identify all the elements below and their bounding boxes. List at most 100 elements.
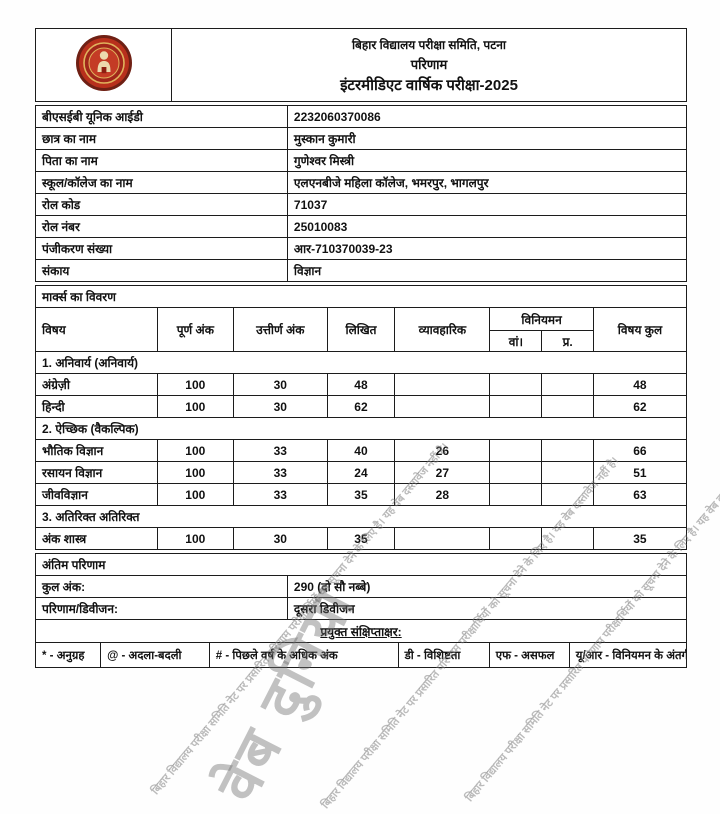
legend-distinction: डी - विशिष्टता [397,642,490,668]
regulation-written [489,373,543,396]
col-regulation-written: वां। [489,330,543,352]
total-marks-row: कुल अंक: 290 (दो सौ नब्बे) [35,575,688,598]
marks-title-bar: मार्क्स का विवरण [35,285,687,308]
marksheet-document: बिहार विद्यालय परीक्षा समिति, पटना परिणा… [34,28,688,668]
info-row-roll-code: रोल कोड 71037 [35,193,688,216]
logo-cell [36,29,172,101]
info-label: रोल नंबर [35,215,288,238]
header-block: बिहार विद्यालय परीक्षा समिति, पटना परिणा… [35,28,687,102]
regulation-practical [541,461,594,484]
group-row-optional: 2. ऐच्छिक (वैकल्पिक) [35,417,687,440]
info-value: एलएनबीजे महिला कॉलेज, भमरपुर, भागलपुर [286,171,688,194]
result-word: परिणाम [410,56,448,72]
full-marks: 100 [156,527,234,550]
info-value: 2232060370086 [286,105,688,128]
info-label: संकाय [35,259,288,282]
info-value: आर-710370039-23 [286,237,688,260]
marks-header-row-1: विषय पूर्ण अंक उत्तीर्ण अंक लिखित व्यावह… [35,307,688,352]
written-marks: 35 [326,527,396,550]
group-title: 3. अतिरिक्त अतिरिक्त [35,505,687,528]
col-subject-total: विषय कुल [592,307,688,352]
subject-name: अंग्रेज़ी [35,373,158,396]
info-row-unique-id: बीएसईबी यूनिक आईडी 2232060370086 [35,105,688,128]
pass-marks: 33 [232,439,328,462]
practical-marks [394,395,491,418]
info-value: 25010083 [286,215,688,238]
subject-name: भौतिक विज्ञान [35,439,158,462]
marks-row-hindi: हिन्दी 100 30 62 62 [35,395,688,418]
group-title: 1. अनिवार्य (अनिवार्य) [35,351,687,374]
subject-total: 62 [592,395,688,418]
legend-row: * - अनुग्रह @ - अदला-बदली # - पिछले वर्ष… [34,642,688,668]
written-marks: 62 [326,395,396,418]
written-marks: 35 [326,483,396,506]
pass-marks: 30 [232,527,328,550]
info-label: पंजीकरण संख्या [35,237,288,260]
marks-row-physics: भौतिक विज्ञान 100 33 40 26 66 [35,439,688,462]
final-result-header-row: अंतिम परिणाम [35,553,687,576]
student-info-table: बीएसईबी यूनिक आईडी 2232060370086 छात्र क… [35,105,688,282]
full-marks: 100 [156,483,234,506]
final-result-title: अंतिम परिणाम [35,553,687,576]
legend-table: * - अनुग्रह @ - अदला-बदली # - पिछले वर्ष… [34,642,688,668]
info-value: गुणेश्वर मिस्त्री [286,149,688,172]
pass-marks: 30 [232,373,328,396]
practical-marks [394,527,491,550]
full-marks: 100 [156,373,234,396]
division-row: परिणाम/डिवीजन: दूसरा डिवीजन [35,597,688,620]
marks-table: विषय पूर्ण अंक उत्तीर्ण अंक लिखित व्यावह… [35,307,688,550]
pass-marks: 30 [232,395,328,418]
info-row-college-name: स्कूल/कॉलेज का नाम एलएनबीजे महिला कॉलेज,… [35,171,688,194]
group-row-additional: 3. अतिरिक्त अतिरिक्त [35,505,687,528]
abbr-title-bar: प्रयुक्त संक्षिप्ताक्षर: [35,619,687,643]
marks-row-biology: जीवविज्ञान 100 33 35 28 63 [35,483,688,506]
col-practical: व्यावहारिक [394,307,491,352]
exam-title: इंटरमीडिएट वार्षिक परीक्षा-2025 [340,76,518,94]
board-name: बिहार विद्यालय परीक्षा समिति, पटना [351,37,507,52]
info-label: छात्र का नाम [35,127,288,150]
pass-marks: 33 [232,461,328,484]
info-row-faculty: संकाय विज्ञान [35,259,688,282]
subject-name: हिन्दी [35,395,158,418]
practical-marks: 26 [394,439,491,462]
col-regulation-practical: प्र. [541,330,594,352]
division-label: परिणाम/डिवीजन: [35,597,288,620]
full-marks: 100 [156,395,234,418]
division-value: दूसरा डिवीजन [286,597,688,620]
subject-total: 66 [592,439,688,462]
full-marks: 100 [156,461,234,484]
total-marks-value: 290 (दो सौ नब्बे) [286,575,688,598]
pass-marks: 33 [232,483,328,506]
col-subject: विषय [35,307,158,352]
legend-swap: @ - अदला-बदली [100,642,210,668]
regulation-practical [541,527,594,550]
info-value: 71037 [286,193,688,216]
regulation-written [489,461,543,484]
subject-name: रसायन विज्ञान [35,461,158,484]
legend-under-regulation: यू/आर - विनियमन के अंतर्गत [568,642,688,668]
written-marks: 40 [326,439,396,462]
regulation-written [489,483,543,506]
practical-marks: 27 [394,461,491,484]
bseb-seal-icon [75,34,133,97]
subject-total: 48 [592,373,688,396]
legend-previous-year: # - पिछले वर्ष के अधिक अंक [208,642,399,668]
info-row-father-name: पिता का नाम गुणेश्वर मिस्त्री [35,149,688,172]
info-value: विज्ञान [286,259,688,282]
info-label: पिता का नाम [35,149,288,172]
total-marks-label: कुल अंक: [35,575,288,598]
subject-total: 35 [592,527,688,550]
subject-total: 51 [592,461,688,484]
marks-row-chemistry: रसायन विज्ञान 100 33 24 27 51 [35,461,688,484]
practical-marks [394,373,491,396]
col-regulation: विनियमन [489,307,594,331]
written-marks: 48 [326,373,396,396]
abbr-title: प्रयुक्त संक्षिप्ताक्षर: [35,619,687,643]
col-full-marks: पूर्ण अंक [156,307,234,352]
regulation-written [489,527,543,550]
regulation-written [489,439,543,462]
full-marks: 100 [156,439,234,462]
subject-name: जीवविज्ञान [35,483,158,506]
info-value: मुस्कान कुमारी [286,127,688,150]
legend-fail: एफ - असफल [488,642,570,668]
